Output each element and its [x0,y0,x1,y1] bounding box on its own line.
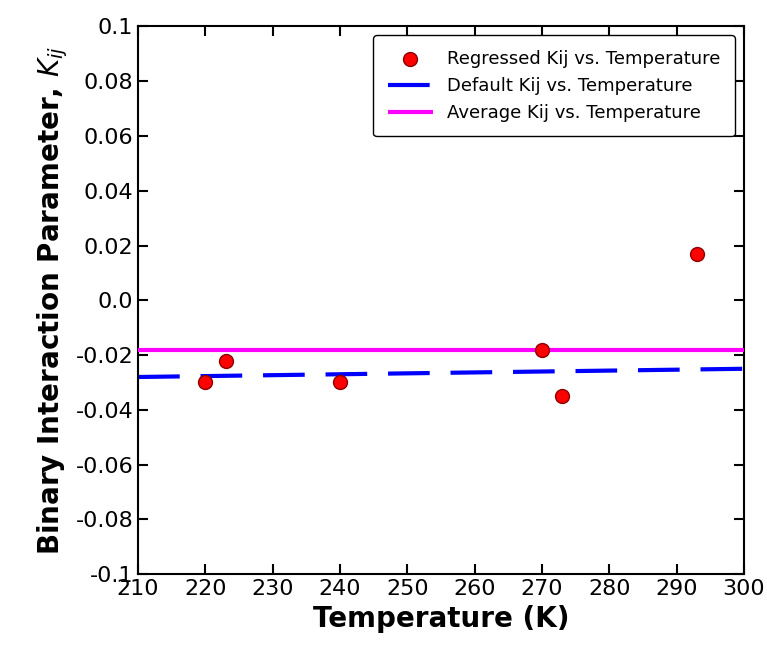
Regressed Kij vs. Temperature [556,391,568,401]
Regressed Kij vs. Temperature [219,355,232,366]
Legend: Regressed Kij vs. Temperature, Default Kij vs. Temperature, Average Kij vs. Temp: Regressed Kij vs. Temperature, Default K… [373,36,735,137]
Regressed Kij vs. Temperature [536,345,548,355]
Regressed Kij vs. Temperature [691,248,703,259]
Regressed Kij vs. Temperature [199,377,212,387]
Regressed Kij vs. Temperature [334,377,346,387]
X-axis label: Temperature (K): Temperature (K) [313,605,569,633]
Y-axis label: Binary Interaction Parameter, $K_{ij}$: Binary Interaction Parameter, $K_{ij}$ [35,46,70,555]
